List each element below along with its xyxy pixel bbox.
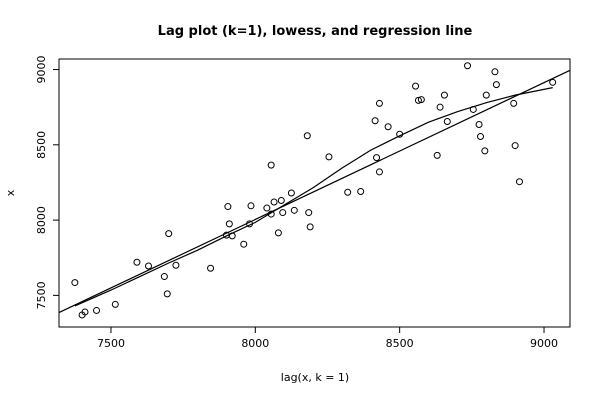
data-point (492, 81, 500, 89)
data-point (475, 120, 483, 128)
data-point (464, 62, 472, 70)
data-point (160, 273, 168, 281)
data-point (274, 229, 282, 237)
plot-frame (58, 58, 571, 328)
data-point (375, 168, 383, 176)
data-point (303, 132, 311, 140)
data-point (414, 96, 422, 104)
data-point (277, 197, 285, 205)
data-point (305, 209, 313, 217)
data-point (357, 187, 365, 195)
x-tick-label: 7500 (97, 337, 125, 350)
data-point (263, 204, 271, 212)
data-point (207, 264, 215, 272)
data-point (267, 210, 275, 218)
data-point (270, 198, 278, 206)
regression-line (59, 69, 570, 314)
y-tick-label: 9000 (35, 56, 48, 84)
data-point (247, 202, 255, 210)
x-tick-label: 9000 (530, 337, 558, 350)
data-point (412, 82, 420, 90)
data-point (81, 308, 89, 316)
data-point (477, 133, 485, 141)
chart-title: Lag plot (k=1), lowess, and regression l… (158, 24, 473, 39)
data-point (510, 99, 518, 107)
data-point (246, 220, 254, 228)
lowess-line (74, 87, 553, 307)
data-point (433, 151, 441, 159)
data-point (325, 153, 333, 161)
data-point (344, 188, 352, 196)
data-point (287, 189, 295, 197)
data-point (491, 68, 499, 76)
data-point (440, 91, 448, 99)
data-point (290, 206, 298, 214)
y-tick-label: 8000 (35, 206, 48, 234)
data-point (436, 103, 444, 111)
data-point (228, 232, 236, 240)
data-point (279, 209, 287, 217)
data-point (417, 96, 425, 104)
data-point (224, 203, 232, 211)
data-point (165, 230, 173, 238)
data-point (373, 154, 381, 162)
y-tick-label: 7500 (35, 281, 48, 309)
data-point (144, 262, 152, 270)
data-point (163, 290, 171, 298)
data-point (371, 117, 379, 125)
data-point (469, 105, 477, 113)
data-point (111, 300, 119, 308)
data-point (133, 258, 141, 266)
data-point (267, 161, 275, 169)
x-tick-label: 8000 (241, 337, 269, 350)
data-point (240, 240, 248, 248)
y-tick-label: 8500 (35, 131, 48, 159)
data-point (515, 178, 523, 186)
data-point (481, 147, 489, 155)
x-axis-label: lag(x, k = 1) (281, 371, 349, 384)
data-point (549, 78, 557, 86)
plot-area: 7500 8000 8500 9000 7500 8000 8500 9000 (35, 56, 571, 350)
x-tick-label: 8500 (386, 337, 414, 350)
data-point (172, 261, 180, 269)
data-point (225, 220, 233, 228)
data-point (511, 142, 519, 150)
data-point (443, 117, 451, 125)
y-axis-label: x (4, 189, 17, 196)
data-point (396, 130, 404, 138)
data-point (375, 99, 383, 107)
data-point (384, 123, 392, 131)
data-point (306, 223, 314, 231)
data-point (71, 279, 79, 287)
data-point (93, 306, 101, 314)
data-point (482, 91, 490, 99)
